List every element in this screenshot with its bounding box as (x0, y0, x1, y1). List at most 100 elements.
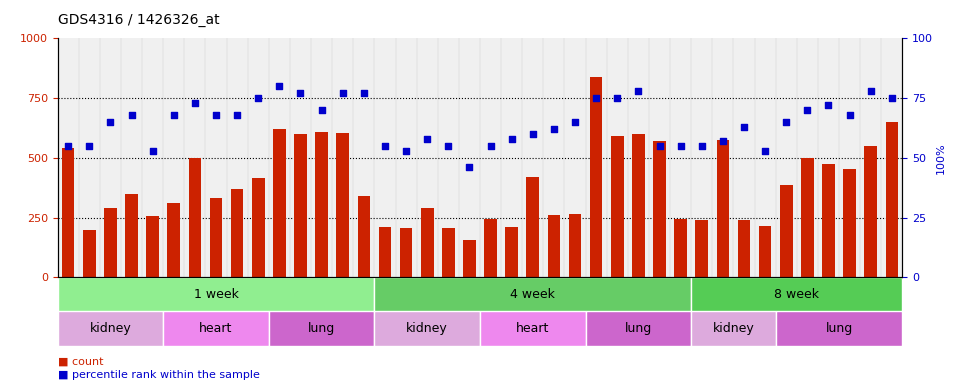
Point (504, 136, 519, 142)
Bar (758, 226, 772, 277)
Bar (505, 227, 518, 277)
Point (420, 136, 435, 142)
Point (525, 131, 540, 137)
Bar (653, 141, 666, 277)
Text: kidney: kidney (712, 322, 755, 335)
Point (610, 95, 625, 101)
Point (335, 90, 350, 96)
Text: lung: lung (625, 322, 652, 335)
Point (60, 143, 76, 149)
Point (208, 112, 224, 118)
Point (800, 107, 815, 113)
Bar (315, 132, 328, 277)
Bar (294, 134, 307, 277)
Y-axis label: 100%: 100% (936, 142, 946, 174)
Point (779, 119, 794, 125)
Bar (104, 208, 117, 277)
Bar (273, 129, 286, 277)
Bar (674, 219, 687, 277)
Bar (58, 311, 163, 346)
Point (842, 112, 857, 118)
Point (272, 83, 287, 89)
Bar (378, 227, 392, 277)
Point (229, 112, 245, 118)
Point (483, 143, 498, 149)
Bar (691, 277, 902, 311)
Point (821, 102, 836, 108)
Text: lung: lung (826, 322, 852, 335)
Point (652, 143, 667, 149)
Bar (776, 311, 902, 346)
Bar (167, 203, 180, 277)
Bar (568, 214, 582, 277)
Point (567, 119, 583, 125)
Text: ■ count: ■ count (58, 357, 103, 367)
Bar (83, 230, 96, 277)
Bar (780, 185, 793, 277)
Point (757, 147, 773, 154)
Point (166, 112, 181, 118)
Point (251, 95, 266, 101)
Bar (399, 228, 413, 277)
Bar (589, 77, 603, 277)
Text: heart: heart (516, 322, 549, 335)
Bar (420, 208, 434, 277)
Bar (209, 199, 223, 277)
Bar (357, 196, 371, 277)
Bar (58, 277, 374, 311)
Point (145, 147, 160, 154)
Point (588, 95, 604, 101)
Point (631, 88, 646, 94)
Bar (163, 311, 269, 346)
Bar (269, 311, 374, 346)
Bar (586, 311, 691, 346)
Bar (547, 215, 561, 277)
Bar (737, 220, 751, 277)
Bar (188, 158, 202, 277)
Point (398, 147, 414, 154)
Bar (336, 133, 349, 277)
Bar (374, 277, 691, 311)
Bar (801, 158, 814, 277)
Bar (695, 220, 708, 277)
Point (441, 143, 456, 149)
Bar (691, 311, 776, 346)
Point (694, 143, 709, 149)
Point (462, 164, 477, 170)
Bar (230, 189, 244, 277)
Text: kidney: kidney (406, 322, 448, 335)
Point (293, 90, 308, 96)
Point (884, 95, 900, 101)
Point (82, 143, 97, 149)
Bar (463, 240, 476, 277)
Point (673, 143, 688, 149)
Text: 1 week: 1 week (194, 288, 238, 301)
Text: 4 week: 4 week (511, 288, 555, 301)
Text: kidney: kidney (89, 322, 132, 335)
Point (736, 124, 752, 130)
Point (124, 112, 139, 118)
Bar (716, 140, 730, 277)
Bar (480, 311, 586, 346)
Text: ■ percentile rank within the sample: ■ percentile rank within the sample (58, 370, 259, 380)
Point (546, 126, 562, 132)
Point (715, 138, 731, 144)
Bar (632, 134, 645, 277)
Text: 8 week: 8 week (775, 288, 819, 301)
Bar (484, 219, 497, 277)
Bar (843, 169, 856, 277)
Point (187, 100, 203, 106)
Point (377, 143, 393, 149)
Text: heart: heart (200, 322, 232, 335)
Text: GDS4316 / 1426326_at: GDS4316 / 1426326_at (58, 13, 219, 27)
Point (314, 107, 329, 113)
Bar (125, 194, 138, 277)
Point (863, 88, 878, 94)
Point (356, 90, 372, 96)
Bar (146, 217, 159, 277)
Bar (442, 228, 455, 277)
Bar (822, 164, 835, 277)
Bar (374, 311, 480, 346)
Bar (611, 136, 624, 277)
Bar (526, 177, 540, 277)
